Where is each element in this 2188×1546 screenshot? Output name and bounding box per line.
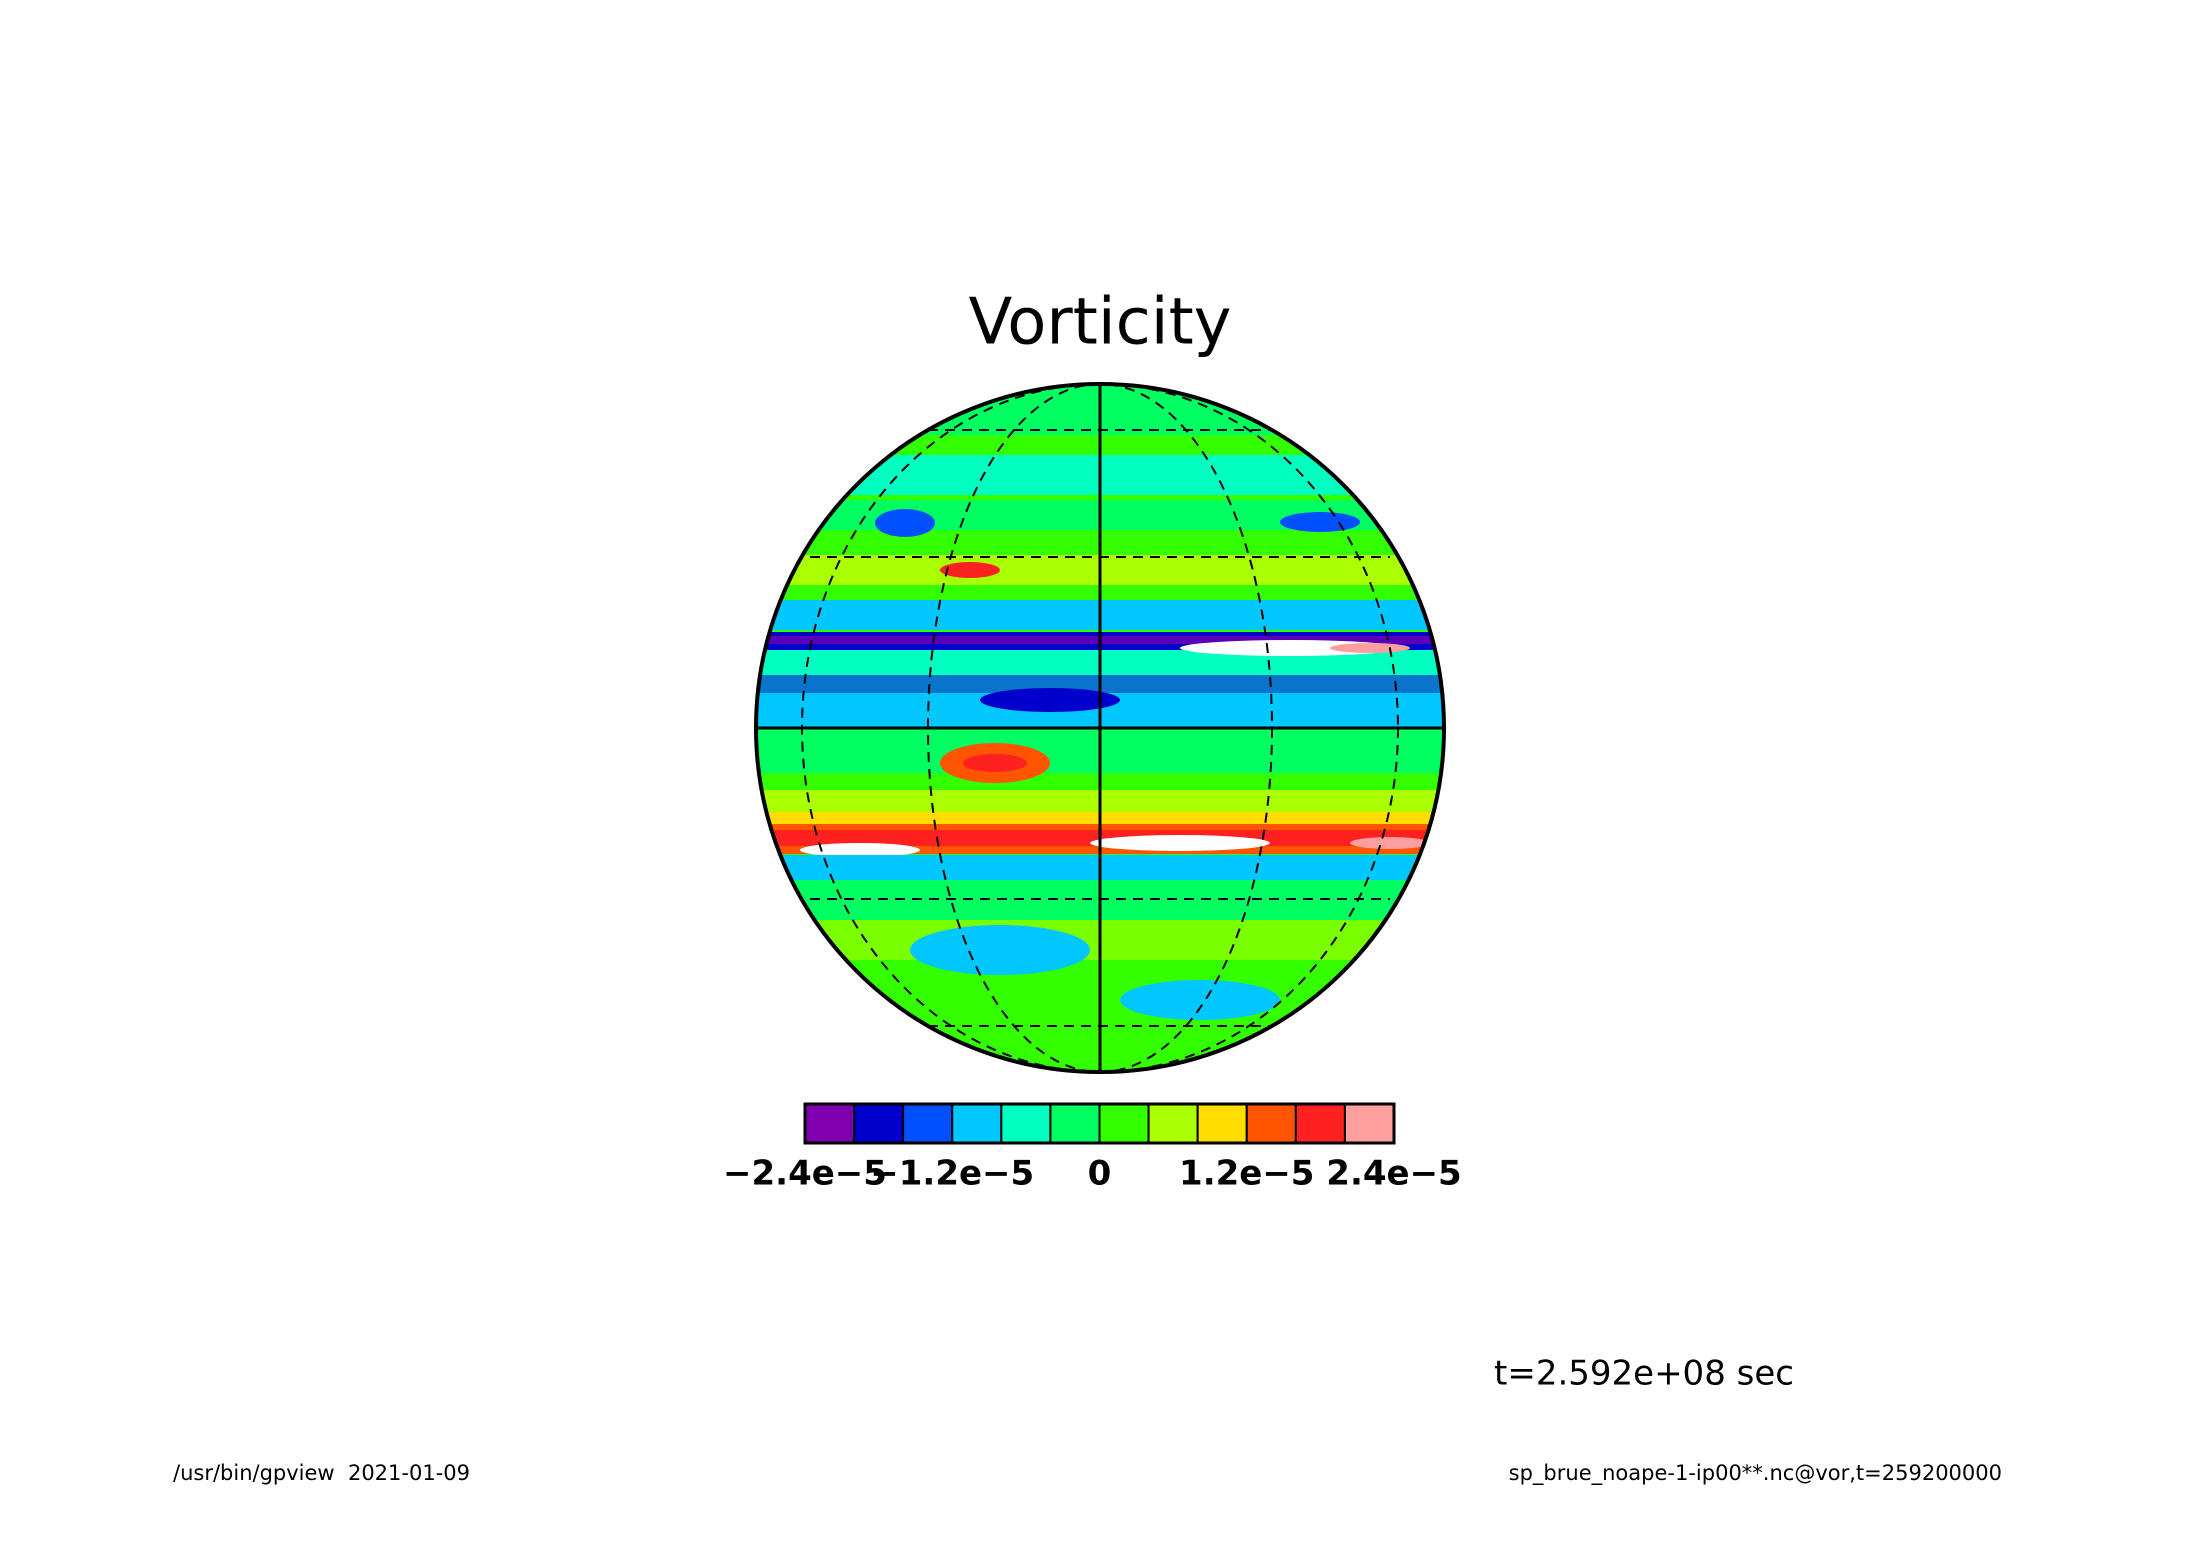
colorbar-tick-label: 1.2e−5 bbox=[1179, 1154, 1314, 1194]
colorbar-box bbox=[1294, 1103, 1346, 1144]
colorbar-box bbox=[1147, 1103, 1199, 1144]
colorbar-tick-label: 2.4e−5 bbox=[1326, 1154, 1461, 1194]
colorbar-box bbox=[853, 1103, 905, 1144]
colorbar-frame bbox=[803, 1102, 1396, 1145]
colorbar-box bbox=[902, 1103, 954, 1144]
colorbar-tick-label: −1.2e−5 bbox=[870, 1154, 1034, 1194]
footer-left: /usr/bin/gpview 2021-01-09 bbox=[173, 1461, 470, 1485]
footer-right: sp_brue_noape-1-ip00**.nc@vor,t=25920000… bbox=[1509, 1461, 2002, 1486]
colorbar-box bbox=[1343, 1103, 1395, 1144]
colorbar-box bbox=[1049, 1103, 1101, 1144]
colorbar-box bbox=[1000, 1103, 1052, 1144]
colorbar-box bbox=[1098, 1103, 1150, 1144]
colorbar-box bbox=[1196, 1103, 1248, 1144]
colorbar-box bbox=[804, 1103, 856, 1144]
colorbar-box bbox=[951, 1103, 1003, 1144]
globe-frame bbox=[754, 382, 1446, 1074]
colorbar-box bbox=[1245, 1103, 1297, 1144]
chart-title: Vorticity bbox=[968, 286, 1231, 360]
colorbar-tick-label: −2.4e−5 bbox=[723, 1154, 887, 1194]
time-label: t=2.592e+08 sec bbox=[1494, 1354, 1794, 1394]
colorbar-tick-label: 0 bbox=[1088, 1154, 1112, 1194]
